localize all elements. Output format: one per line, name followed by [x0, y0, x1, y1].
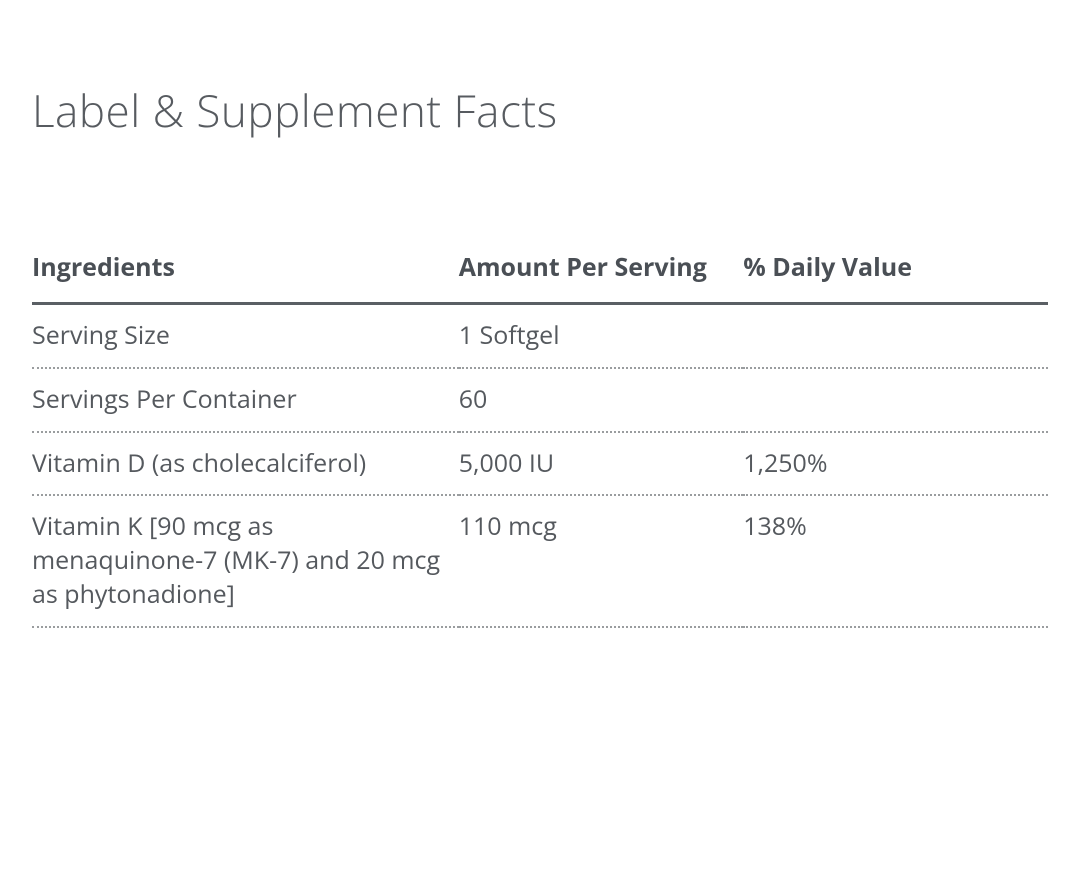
page-title: Label & Supplement Facts — [32, 80, 1048, 140]
col-header-ingredients: Ingredients — [32, 250, 459, 304]
cell-dv: 1,250% — [743, 432, 1048, 496]
cell-ingredient: Vitamin K [90 mcg as menaquinone-7 (MK-7… — [32, 495, 459, 626]
supplement-facts-page: Label & Supplement Facts Ingredients Amo… — [0, 0, 1080, 628]
table-row: Servings Per Container 60 — [32, 368, 1048, 432]
cell-amount: 60 — [459, 368, 743, 432]
cell-dv — [743, 304, 1048, 368]
col-header-daily-value: % Daily Value — [743, 250, 1048, 304]
table-header-row: Ingredients Amount Per Serving % Daily V… — [32, 250, 1048, 304]
cell-amount: 110 mcg — [459, 495, 743, 626]
col-header-amount: Amount Per Serving — [459, 250, 743, 304]
cell-amount: 1 Softgel — [459, 304, 743, 368]
supplement-facts-table: Ingredients Amount Per Serving % Daily V… — [32, 250, 1048, 628]
cell-ingredient: Vitamin D (as cholecalciferol) — [32, 432, 459, 496]
cell-dv — [743, 368, 1048, 432]
cell-ingredient: Serving Size — [32, 304, 459, 368]
table-row: Vitamin K [90 mcg as menaquinone-7 (MK-7… — [32, 495, 1048, 626]
cell-amount: 5,000 IU — [459, 432, 743, 496]
table-row: Serving Size 1 Softgel — [32, 304, 1048, 368]
cell-dv: 138% — [743, 495, 1048, 626]
table-row: Vitamin D (as cholecalciferol) 5,000 IU … — [32, 432, 1048, 496]
cell-ingredient: Servings Per Container — [32, 368, 459, 432]
